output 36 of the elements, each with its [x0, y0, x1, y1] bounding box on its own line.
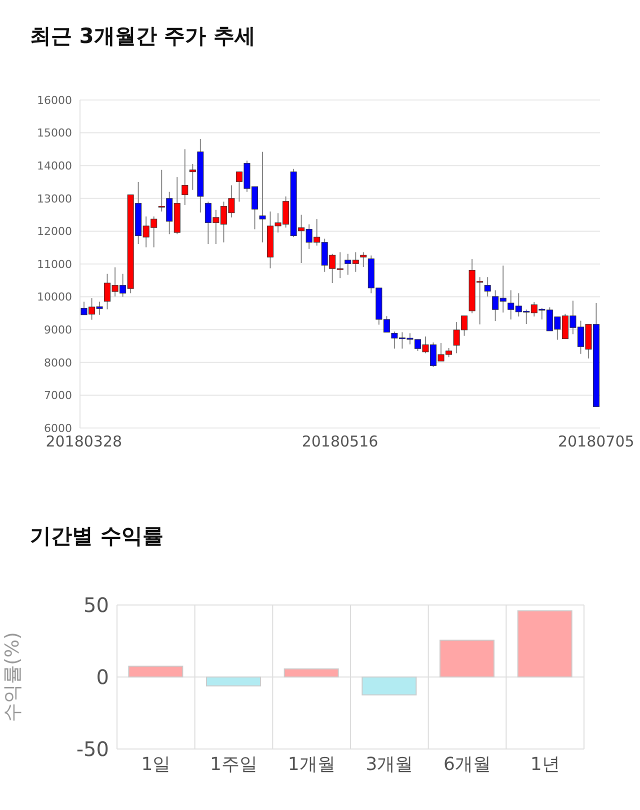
bar — [206, 676, 262, 686]
y-tick-label: 8000 — [44, 356, 72, 370]
y-tick-label: 11000 — [37, 258, 72, 271]
y-tick-label: 6000 — [44, 422, 72, 435]
x-tick-label: 1개월 — [288, 754, 336, 775]
x-tick-label: 1주일 — [210, 754, 258, 775]
chart-title: 최근 3개월간 주가 추세 — [30, 23, 256, 50]
bar — [362, 676, 417, 696]
y-tick-label: 10000 — [37, 290, 72, 304]
x-tick-label: 3개월 — [366, 754, 414, 775]
y-tick-label: 50 — [84, 593, 109, 618]
x-tick-label: 20180516 — [302, 432, 378, 451]
y-tick-label: 9000 — [44, 324, 72, 337]
candlestick — [484, 276, 491, 297]
bar — [284, 668, 339, 678]
x-tick-label: 1일 — [141, 754, 171, 775]
bar — [440, 640, 495, 678]
x-tick-label: 6개월 — [444, 754, 491, 775]
y-tick-label: 0 — [96, 665, 109, 690]
y-tick-label: 15000 — [37, 126, 72, 140]
x-tick-label: 20180705 — [558, 432, 634, 451]
bar — [517, 610, 572, 678]
candlestick — [360, 252, 367, 268]
y-tick-label: 14000 — [37, 160, 72, 173]
x-tick-label: 1년 — [530, 754, 560, 775]
y-axis-title: 수익률(%) — [2, 632, 24, 722]
y-tick-label: 16000 — [37, 94, 72, 107]
bar — [128, 666, 184, 678]
candlestick — [259, 151, 266, 243]
y-tick-label: -50 — [76, 737, 109, 762]
y-tick-label: 13000 — [37, 192, 72, 206]
candlestick — [182, 148, 188, 206]
y-tick-label: 12000 — [37, 225, 72, 238]
y-tick-label: 7000 — [44, 389, 72, 402]
x-tick-label: 20180328 — [46, 432, 122, 451]
chart-title: 기간별 수익률 — [30, 523, 164, 550]
